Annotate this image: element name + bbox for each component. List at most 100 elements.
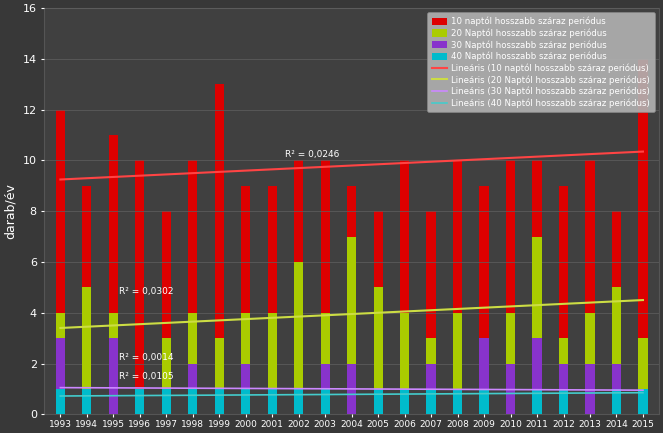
Bar — [612, 288, 621, 414]
Lineáris (10 naptól hosszabb száraz periódus) — [357, 162, 365, 168]
Lineáris (30 Naptól hosszabb száraz periódus) — [639, 388, 647, 393]
Bar — [559, 338, 568, 414]
Lineáris (30 Naptól hosszabb száraz periódus) — [192, 386, 200, 391]
Bar — [320, 389, 330, 414]
Lineáris (30 Naptól hosszabb száraz periódus) — [609, 388, 617, 393]
Bar — [56, 110, 65, 414]
Lineáris (40 Naptól hosszabb száraz periódus) — [357, 392, 365, 397]
Bar — [294, 161, 304, 414]
Lineáris (40 Naptól hosszabb száraz periódus) — [56, 394, 64, 399]
Bar — [585, 313, 595, 414]
Bar — [400, 161, 409, 414]
Bar — [320, 313, 330, 414]
Text: R² = 0,0014: R² = 0,0014 — [119, 353, 173, 362]
Lineáris (10 naptól hosszabb száraz periódus) — [192, 171, 200, 176]
Bar — [135, 161, 145, 414]
Lineáris (20 Naptól hosszabb száraz periódus) — [639, 297, 647, 303]
Line: Lineáris (30 Naptól hosszabb száraz periódus): Lineáris (30 Naptól hosszabb száraz peri… — [60, 388, 643, 390]
Bar — [320, 364, 330, 414]
Bar — [162, 338, 171, 414]
Bar — [638, 389, 648, 414]
Line: Lineáris (20 Naptól hosszabb száraz periódus): Lineáris (20 Naptól hosszabb száraz peri… — [60, 300, 643, 328]
Bar — [559, 389, 568, 414]
Bar — [453, 161, 462, 414]
Bar — [426, 338, 436, 414]
Lineáris (10 naptól hosszabb száraz periódus) — [639, 149, 647, 154]
Lineáris (20 Naptól hosszabb száraz periódus) — [357, 311, 365, 316]
Bar — [320, 161, 330, 414]
Lineáris (20 Naptól hosszabb száraz periódus) — [609, 299, 617, 304]
Lineáris (40 Naptól hosszabb száraz periódus) — [592, 391, 600, 396]
Bar — [426, 389, 436, 414]
Bar — [347, 236, 356, 414]
Bar — [241, 389, 251, 414]
Lineáris (10 naptól hosszabb száraz periódus) — [609, 150, 617, 155]
Bar — [373, 288, 383, 414]
Bar — [638, 59, 648, 414]
Lineáris (10 naptól hosszabb száraz periódus) — [404, 160, 412, 165]
Bar — [241, 313, 251, 414]
Line: Lineáris (40 Naptól hosszabb száraz periódus): Lineáris (40 Naptól hosszabb száraz peri… — [60, 393, 643, 396]
Bar — [638, 338, 648, 414]
Lineáris (10 naptól hosszabb száraz periódus) — [168, 171, 176, 177]
Lineáris (20 Naptól hosszabb száraz periódus) — [56, 325, 64, 330]
Bar — [268, 389, 277, 414]
Bar — [215, 84, 224, 414]
Lineáris (20 Naptól hosszabb száraz periódus) — [404, 309, 412, 314]
Bar — [453, 389, 462, 414]
Bar — [215, 389, 224, 414]
Lineáris (30 Naptól hosszabb száraz periódus) — [592, 388, 600, 393]
Bar — [426, 364, 436, 414]
Bar — [241, 186, 251, 414]
Bar — [559, 364, 568, 414]
Y-axis label: darab/év: darab/év — [4, 183, 17, 239]
Bar — [373, 211, 383, 414]
Lineáris (20 Naptól hosszabb száraz periódus) — [192, 319, 200, 324]
Bar — [294, 389, 304, 414]
Bar — [241, 364, 251, 414]
Bar — [56, 338, 65, 414]
Bar — [215, 338, 224, 414]
Bar — [294, 262, 304, 414]
Bar — [506, 313, 515, 414]
Lineáris (30 Naptól hosszabb száraz periódus) — [404, 387, 412, 392]
Text: R² = 0,0246: R² = 0,0246 — [286, 150, 340, 158]
Lineáris (40 Naptól hosszabb száraz periódus) — [639, 390, 647, 395]
Bar — [506, 161, 515, 414]
Bar — [479, 186, 489, 414]
Line: Lineáris (10 naptól hosszabb száraz periódus): Lineáris (10 naptól hosszabb száraz peri… — [60, 152, 643, 180]
Bar — [426, 211, 436, 414]
Bar — [532, 161, 542, 414]
Lineáris (40 Naptól hosszabb száraz periódus) — [609, 390, 617, 395]
Bar — [82, 186, 91, 414]
Bar — [612, 389, 621, 414]
Lineáris (30 Naptól hosszabb száraz periódus) — [56, 385, 64, 390]
Bar — [109, 338, 118, 414]
Bar — [268, 186, 277, 414]
Bar — [585, 161, 595, 414]
Lineáris (40 Naptól hosszabb száraz periódus) — [192, 393, 200, 398]
Lineáris (30 Naptól hosszabb száraz periódus) — [168, 385, 176, 391]
Bar — [479, 338, 489, 414]
Bar — [347, 186, 356, 414]
Bar — [400, 313, 409, 414]
Bar — [453, 313, 462, 414]
Bar — [479, 338, 489, 414]
Bar — [612, 211, 621, 414]
Bar — [188, 364, 198, 414]
Bar — [532, 338, 542, 414]
Bar — [56, 313, 65, 414]
Lineáris (10 naptól hosszabb száraz periódus) — [56, 177, 64, 182]
Bar — [135, 389, 145, 414]
Bar — [188, 313, 198, 414]
Lineáris (40 Naptól hosszabb száraz periódus) — [404, 391, 412, 397]
Lineáris (40 Naptól hosszabb száraz periódus) — [168, 393, 176, 398]
Text: R² = 0,0105: R² = 0,0105 — [119, 372, 173, 381]
Bar — [268, 313, 277, 414]
Bar — [109, 313, 118, 414]
Bar — [56, 389, 65, 414]
Bar — [400, 389, 409, 414]
Bar — [559, 186, 568, 414]
Lineáris (30 Naptól hosszabb száraz periódus) — [357, 386, 365, 391]
Bar — [612, 364, 621, 414]
